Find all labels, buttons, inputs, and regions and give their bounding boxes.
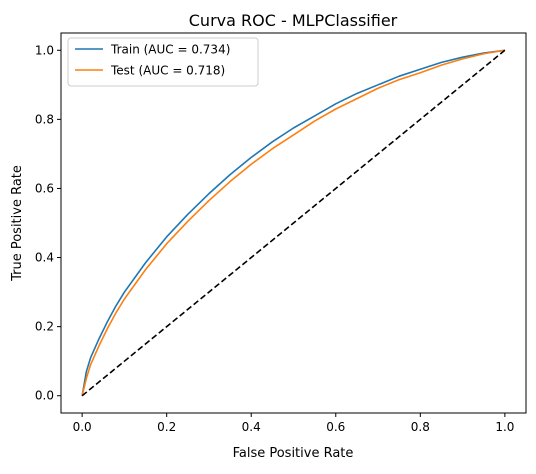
diagonal-reference-line	[81, 49, 506, 397]
y-axis-ticks: 0.0 0.2 0.4 0.6 0.8 1.0	[35, 43, 61, 403]
legend-label-1: Test (AUC = 0.718)	[110, 64, 225, 78]
legend: Train (AUC = 0.734) Test (AUC = 0.718)	[67, 37, 259, 87]
x-tick-label: 1.0	[495, 420, 514, 434]
y-tick-label: 0.4	[35, 251, 54, 265]
legend-label-0: Train (AUC = 0.734)	[110, 43, 230, 57]
y-tick-label: 0.6	[35, 181, 54, 195]
y-tick-label: 0.2	[35, 320, 54, 334]
x-tick-label: 0.2	[157, 420, 176, 434]
x-tick-label: 0.6	[326, 420, 345, 434]
y-tick-label: 0.0	[35, 389, 54, 403]
legend-box	[67, 37, 259, 87]
y-tick-label: 1.0	[35, 43, 54, 57]
chart-title: Curva ROC - MLPClassifier	[189, 11, 398, 30]
series-line-0	[81, 49, 505, 396]
series-line-1	[81, 49, 505, 396]
x-axis-ticks: 0.0 0.2 0.4 0.6 0.8 1.0	[73, 413, 514, 434]
x-tick-label: 0.0	[73, 420, 92, 434]
y-tick-label: 0.8	[35, 112, 54, 126]
plot-area	[81, 49, 506, 397]
plot-frame	[60, 32, 527, 414]
x-tick-label: 0.8	[411, 420, 430, 434]
x-tick-label: 0.4	[242, 420, 261, 434]
x-axis-label: False Positive Rate	[233, 446, 354, 461]
y-axis-label: True Positive Rate	[10, 165, 25, 282]
